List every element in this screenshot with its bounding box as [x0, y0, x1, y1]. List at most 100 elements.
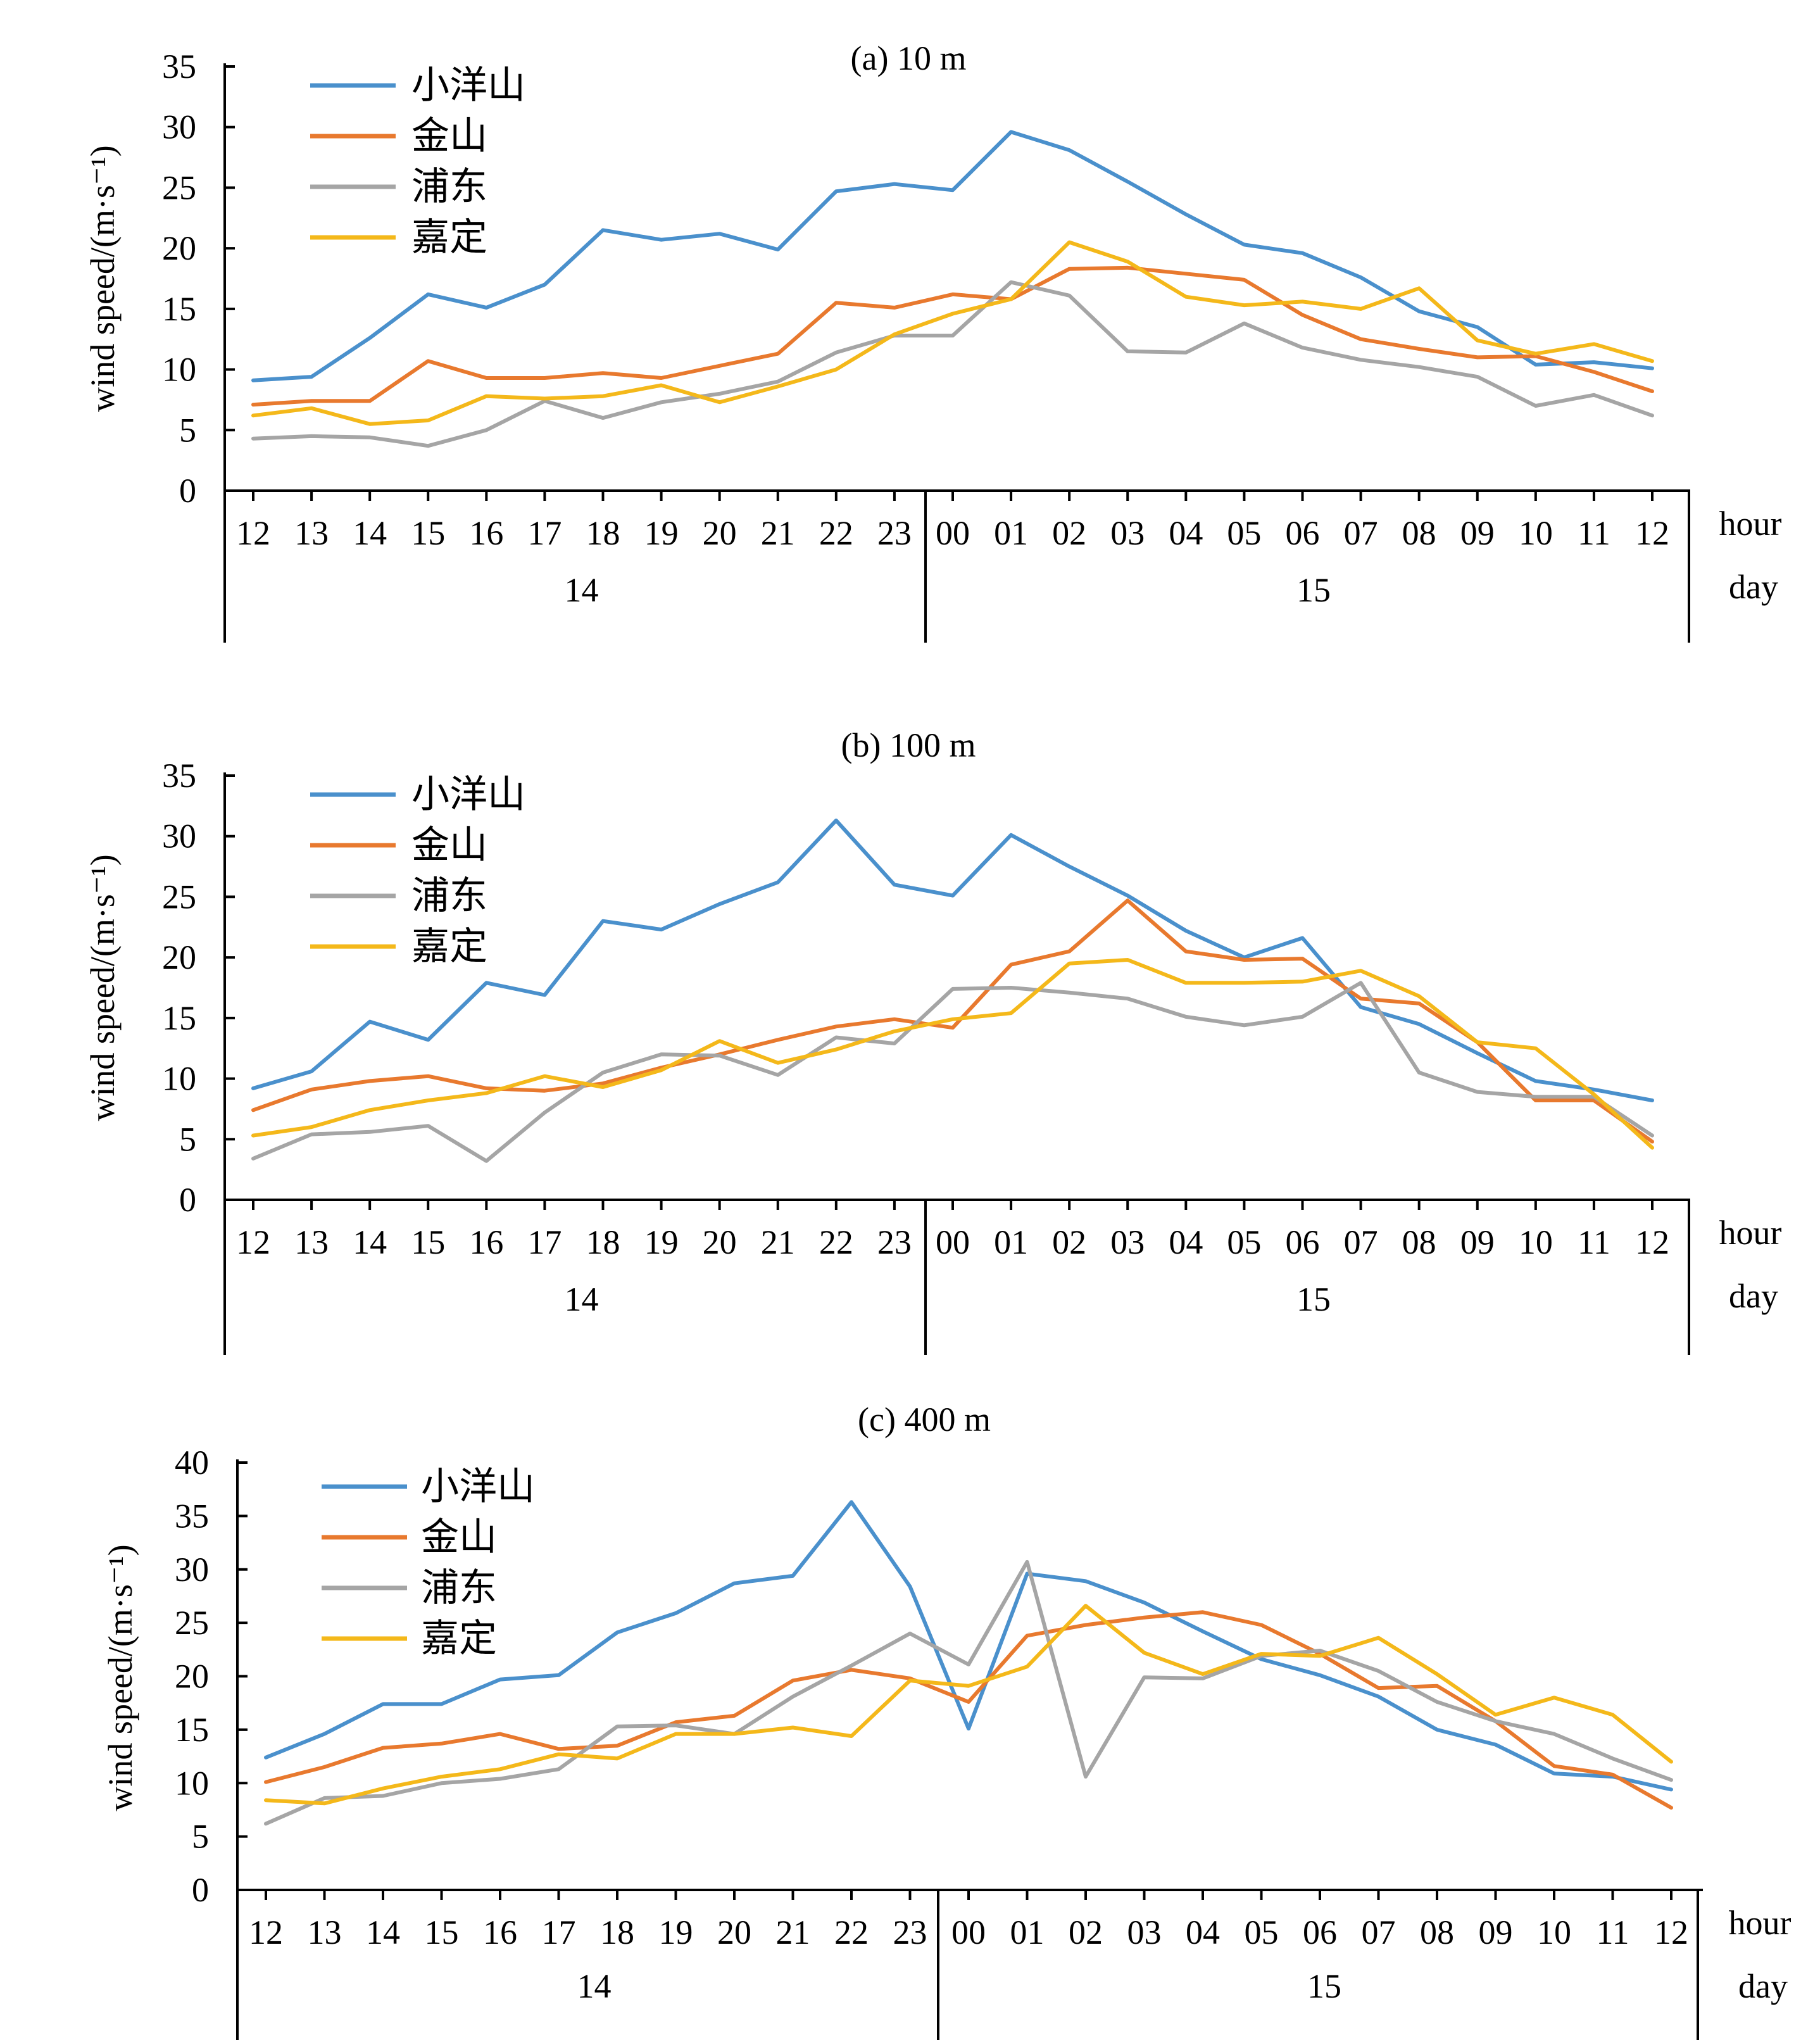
- day-label: 14: [565, 571, 599, 609]
- x-tick-label: 18: [586, 1223, 620, 1261]
- legend-label: 金山: [421, 1516, 497, 1558]
- y-tick-label: 0: [179, 472, 196, 510]
- day-axis-label: day: [1738, 1967, 1788, 2005]
- x-tick-label: 21: [761, 514, 795, 552]
- y-axis-label: wind speed/(m·s⁻¹): [84, 145, 122, 412]
- x-tick-label: 04: [1169, 514, 1203, 552]
- x-tick-label: 13: [294, 514, 329, 552]
- x-tick-label: 03: [1110, 514, 1145, 552]
- y-tick-label: 20: [175, 1658, 209, 1696]
- chart-title: (a) 10 m: [851, 39, 967, 77]
- day-label: 15: [1296, 571, 1331, 609]
- x-tick-label: 00: [936, 514, 970, 552]
- legend-label: 小洋山: [421, 1466, 535, 1508]
- y-tick-label: 15: [162, 999, 196, 1037]
- y-tick-label: 25: [175, 1604, 209, 1642]
- x-tick-label: 00: [936, 1223, 970, 1261]
- x-tick-label: 05: [1245, 1913, 1279, 1951]
- series-line-2: [251, 981, 1654, 1163]
- day-label: 15: [1307, 1967, 1341, 2005]
- x-tick-label: 12: [1635, 1223, 1669, 1261]
- y-tick-label: 35: [162, 47, 196, 85]
- x-tick-label: 22: [819, 1223, 853, 1261]
- x-tick-label: 12: [1654, 1913, 1688, 1951]
- x-tick-label: 03: [1110, 1223, 1145, 1261]
- x-tick-label: 01: [994, 514, 1028, 552]
- y-tick-label: 0: [192, 1871, 209, 1909]
- y-tick-label: 10: [162, 1060, 196, 1098]
- x-tick-label: 07: [1362, 1913, 1396, 1951]
- day-label: 14: [565, 1280, 599, 1318]
- x-tick-label: 22: [819, 514, 853, 552]
- y-tick-label: 20: [162, 229, 196, 267]
- y-tick-label: 10: [162, 351, 196, 389]
- legend-label: 嘉定: [411, 217, 487, 258]
- x-tick-label: 12: [1635, 514, 1669, 552]
- y-tick-label: 25: [162, 168, 196, 206]
- y-tick-label: 30: [162, 817, 196, 855]
- x-tick-label: 15: [425, 1913, 459, 1951]
- y-tick-label: 15: [162, 290, 196, 328]
- x-tick-label: 20: [703, 514, 737, 552]
- x-tick-label: 22: [834, 1913, 869, 1951]
- y-tick-label: 40: [175, 1444, 209, 1482]
- x-tick-label: 06: [1286, 514, 1320, 552]
- x-tick-label: 16: [469, 1223, 503, 1261]
- x-tick-label: 02: [1069, 1913, 1103, 1951]
- y-tick-label: 5: [179, 1120, 196, 1158]
- x-tick-label: 07: [1344, 514, 1378, 552]
- day-axis-label: day: [1729, 568, 1778, 606]
- series-line-2: [264, 1559, 1673, 1826]
- y-tick-label: 5: [179, 411, 196, 449]
- x-tick-label: 02: [1052, 514, 1086, 552]
- x-tick-label: 19: [659, 1913, 693, 1951]
- legend-label: 金山: [411, 824, 487, 866]
- series-line-2: [251, 280, 1654, 448]
- x-tick-label: 19: [644, 1223, 679, 1261]
- x-tick-label: 18: [600, 1913, 634, 1951]
- legend-label: 浦东: [421, 1567, 497, 1609]
- x-tick-label: 14: [353, 514, 387, 552]
- x-tick-label: 08: [1420, 1913, 1454, 1951]
- legend-label: 嘉定: [411, 926, 487, 967]
- x-tick-label: 08: [1402, 1223, 1436, 1261]
- x-tick-label: 08: [1402, 514, 1436, 552]
- x-tick-label: 17: [542, 1913, 576, 1951]
- x-tick-label: 09: [1460, 1223, 1495, 1261]
- day-axis-label: day: [1729, 1277, 1778, 1315]
- x-tick-label: 23: [877, 1223, 912, 1261]
- x-tick-label: 01: [994, 1223, 1028, 1261]
- y-tick-label: 30: [162, 108, 196, 146]
- legend-label: 小洋山: [411, 774, 525, 815]
- legend-label: 嘉定: [421, 1618, 497, 1659]
- y-tick-label: 5: [192, 1818, 209, 1856]
- y-tick-label: 30: [175, 1551, 209, 1589]
- series-line-1: [264, 1610, 1673, 1810]
- series-line-0: [251, 818, 1654, 1102]
- series-line-3: [251, 240, 1654, 426]
- x-tick-label: 09: [1479, 1913, 1513, 1951]
- x-tick-label: 13: [308, 1913, 342, 1951]
- y-tick-label: 10: [175, 1764, 209, 1802]
- x-tick-label: 23: [877, 514, 912, 552]
- y-tick-label: 0: [179, 1181, 196, 1219]
- y-tick-label: 20: [162, 938, 196, 976]
- x-tick-label: 12: [236, 514, 270, 552]
- day-label: 14: [577, 1967, 612, 2005]
- hour-axis-label: hour: [1719, 505, 1782, 543]
- x-tick-label: 21: [761, 1223, 795, 1261]
- x-tick-label: 01: [1010, 1913, 1045, 1951]
- legend-label: 浦东: [411, 166, 487, 208]
- x-tick-label: 15: [411, 514, 445, 552]
- x-tick-label: 20: [717, 1913, 751, 1951]
- x-tick-label: 12: [236, 1223, 270, 1261]
- series-line-1: [251, 265, 1654, 407]
- series-line-0: [264, 1500, 1673, 1792]
- x-tick-label: 05: [1227, 1223, 1261, 1261]
- x-tick-label: 00: [951, 1913, 986, 1951]
- x-tick-label: 13: [294, 1223, 329, 1261]
- x-tick-label: 05: [1227, 514, 1261, 552]
